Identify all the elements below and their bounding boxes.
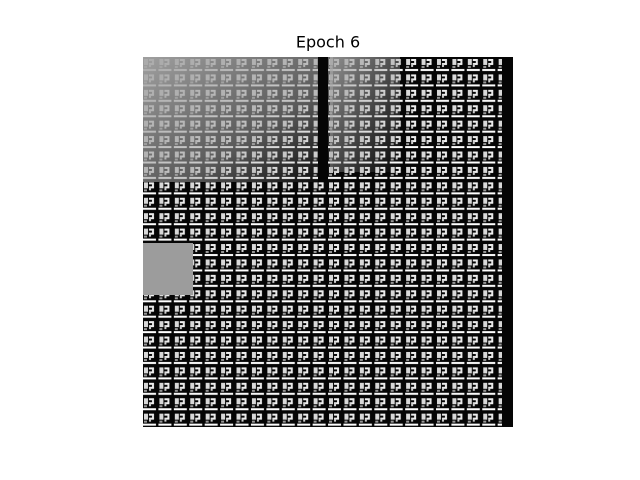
dark-stripe xyxy=(318,57,328,182)
dark-stripe xyxy=(502,57,513,427)
gray-region xyxy=(330,57,400,172)
gray-block xyxy=(143,243,193,295)
title: Epoch 6 xyxy=(296,33,360,52)
gray-region xyxy=(143,57,333,182)
generated-image xyxy=(143,57,513,427)
